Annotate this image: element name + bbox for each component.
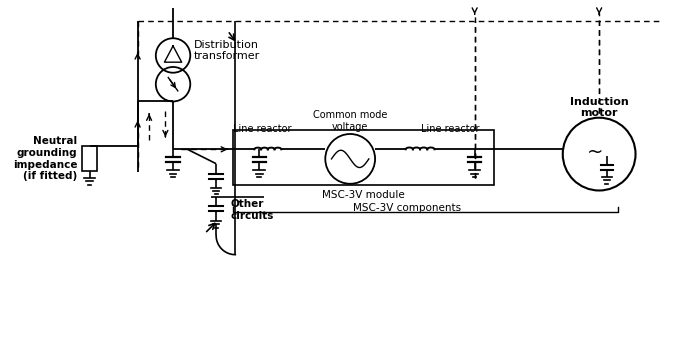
- Text: ~: ~: [587, 143, 603, 162]
- Text: MSC-3V module: MSC-3V module: [322, 190, 405, 200]
- Text: Induction
motor: Induction motor: [570, 97, 629, 118]
- Text: Neutral
grounding
impedance
(if fitted): Neutral grounding impedance (if fitted): [13, 136, 77, 181]
- Text: Common mode
voltage: Common mode voltage: [313, 111, 387, 132]
- Text: Other
circuits: Other circuits: [231, 199, 274, 221]
- Text: Line reactor: Line reactor: [233, 124, 292, 134]
- Bar: [82, 146, 98, 171]
- Text: Line reactor: Line reactor: [420, 124, 479, 134]
- Text: MSC-3V components: MSC-3V components: [353, 203, 461, 213]
- Bar: [233, 130, 494, 185]
- Text: Distribution
transformer: Distribution transformer: [194, 40, 260, 62]
